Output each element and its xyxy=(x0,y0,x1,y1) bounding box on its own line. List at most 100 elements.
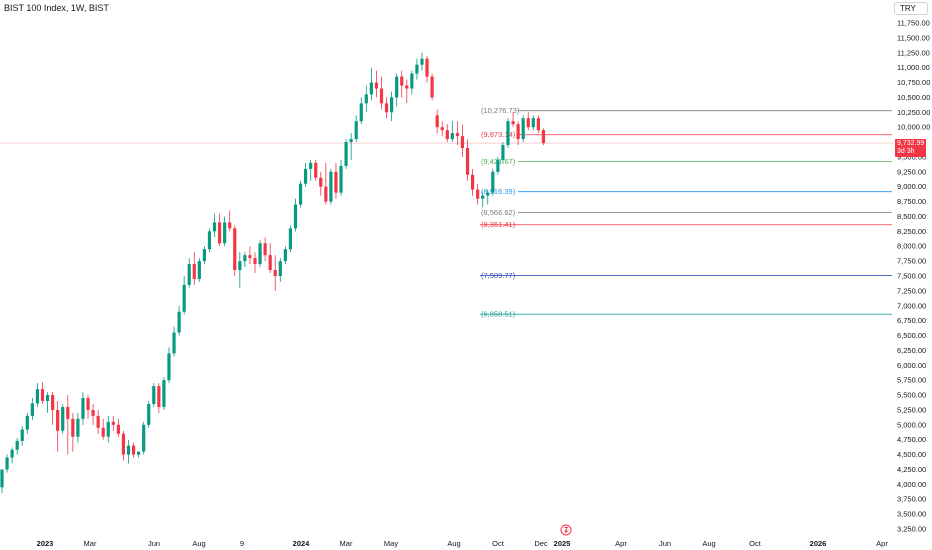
y-tick-label: 4,000.00 xyxy=(897,480,926,489)
candle xyxy=(86,395,90,419)
level-label: (9,873.14) xyxy=(481,130,516,139)
y-tick-label: 7,500.00 xyxy=(897,272,926,281)
currency-label: TRY xyxy=(900,4,916,13)
x-tick-label: 2026 xyxy=(810,539,827,548)
candle xyxy=(147,401,151,428)
candle xyxy=(344,139,348,169)
x-tick-label: 2024 xyxy=(293,539,311,548)
candle xyxy=(35,383,40,407)
candle xyxy=(486,189,490,205)
candle xyxy=(152,383,156,407)
y-tick-label: 6,250.00 xyxy=(897,346,926,355)
candle xyxy=(187,258,191,288)
candle xyxy=(157,383,161,413)
level-label: (8,916.39) xyxy=(481,187,516,196)
price-levels: (10,276.73)(9,873.14)(9,421.67)(8,916.39… xyxy=(480,106,892,319)
candle xyxy=(334,162,338,199)
candle xyxy=(96,409,100,434)
candle xyxy=(131,442,136,458)
chart-title: BIST 100 Index, 1W, BIST xyxy=(4,3,109,13)
y-tick-label: 11,500.00 xyxy=(897,33,930,42)
candle xyxy=(25,412,29,434)
candle xyxy=(111,415,115,431)
candle xyxy=(207,228,212,253)
candle xyxy=(440,121,444,137)
candle xyxy=(465,139,470,181)
candle xyxy=(238,252,242,288)
level-label: (8,361.41) xyxy=(481,220,516,229)
candle xyxy=(293,198,298,232)
x-tick-label: Jun xyxy=(659,539,671,548)
candle xyxy=(481,192,485,208)
y-tick-label: 3,250.00 xyxy=(897,525,926,534)
y-tick-label: 4,500.00 xyxy=(897,450,926,459)
y-tick-label: 11,000.00 xyxy=(897,63,930,72)
x-tick-label: Oct xyxy=(492,539,505,548)
y-tick-label: 8,250.00 xyxy=(897,227,926,236)
candle xyxy=(395,73,399,107)
candle xyxy=(384,97,389,119)
candle xyxy=(324,162,328,205)
y-tick-label: 4,250.00 xyxy=(897,465,926,474)
x-tick-label: Apr xyxy=(876,539,888,548)
candle xyxy=(283,246,287,265)
x-tick-label: Aug xyxy=(192,539,205,548)
candle xyxy=(298,180,303,208)
x-tick-label: Aug xyxy=(702,539,715,548)
candle xyxy=(501,142,505,163)
candle xyxy=(20,426,24,446)
candle xyxy=(304,162,308,187)
candle xyxy=(202,246,206,265)
candle xyxy=(531,115,535,131)
x-tick-label: Aug xyxy=(447,539,460,548)
candle xyxy=(541,128,546,146)
x-tick-label: Mar xyxy=(340,539,353,548)
candle xyxy=(319,171,323,196)
candle xyxy=(126,439,131,464)
candle xyxy=(278,258,282,282)
candle xyxy=(288,225,293,253)
candle xyxy=(455,121,459,146)
y-tick-label: 5,500.00 xyxy=(897,391,926,400)
candle xyxy=(511,112,515,128)
y-tick-label: 11,750.00 xyxy=(897,19,930,28)
tradingview-logo-icon[interactable] xyxy=(560,524,572,536)
y-tick-label: 7,750.00 xyxy=(897,257,926,266)
y-tick-label: 10,750.00 xyxy=(897,78,930,87)
y-tick-label: 5,250.00 xyxy=(897,405,926,414)
candle xyxy=(248,246,252,265)
y-tick-label: 8,500.00 xyxy=(897,212,926,221)
candle xyxy=(349,133,353,160)
y-tick-label: 7,250.00 xyxy=(897,286,926,295)
candle xyxy=(476,183,480,205)
x-tick-label: May xyxy=(384,539,398,548)
candle xyxy=(268,243,272,274)
candle xyxy=(192,252,196,285)
candle xyxy=(435,109,439,134)
candle xyxy=(15,437,19,455)
candle xyxy=(253,252,257,274)
y-tick-label: 10,000.00 xyxy=(897,123,930,132)
candle xyxy=(405,79,409,104)
candle xyxy=(536,115,540,134)
candle xyxy=(51,392,55,425)
candle xyxy=(415,58,419,80)
candle xyxy=(61,403,65,434)
currency-selector[interactable]: TRY xyxy=(894,2,928,15)
candle xyxy=(30,398,34,421)
level-label: (7,509.77) xyxy=(481,271,516,280)
candle xyxy=(400,70,404,98)
y-tick-label: 9,000.00 xyxy=(897,182,926,191)
candle xyxy=(162,377,166,410)
candle xyxy=(425,55,429,83)
candle xyxy=(197,258,201,282)
bar-countdown: 3d 3h xyxy=(897,148,915,155)
candle xyxy=(445,124,449,143)
x-axis: 2023 Mar Jun Aug 9 2024 Mar May Aug Oct Dec 2025 Apr… xyxy=(37,539,889,548)
candle xyxy=(177,305,181,336)
candle xyxy=(491,168,495,196)
candle xyxy=(526,112,530,131)
candle xyxy=(359,97,363,125)
candle xyxy=(101,418,105,440)
